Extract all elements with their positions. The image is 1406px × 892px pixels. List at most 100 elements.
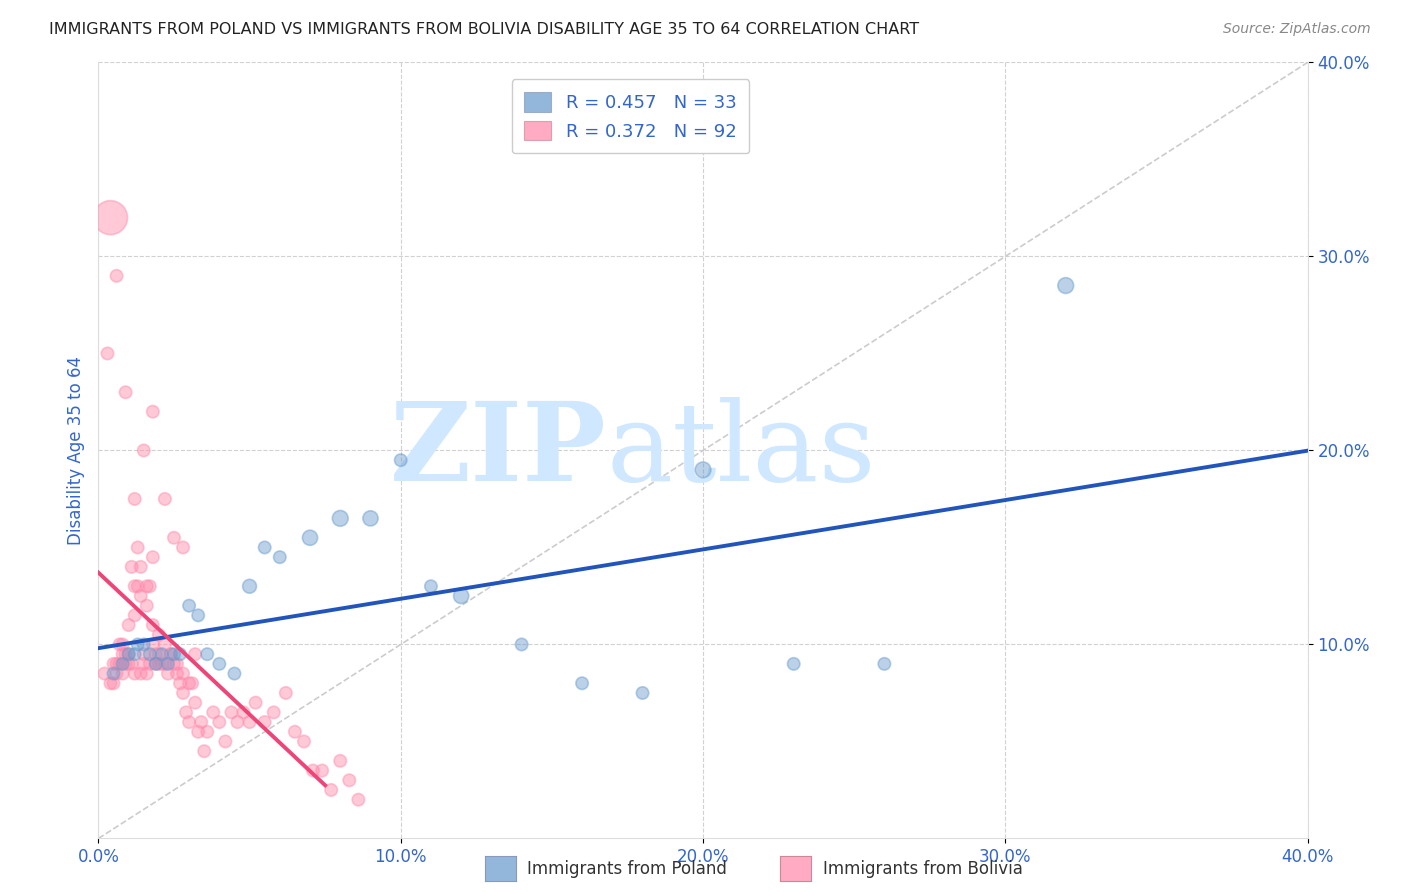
Point — [187, 608, 209, 623]
Point — [124, 666, 146, 681]
Text: atlas: atlas — [606, 397, 876, 504]
Point — [166, 666, 188, 681]
Point — [103, 666, 125, 681]
Point — [132, 443, 155, 458]
Point — [139, 579, 162, 593]
Point — [148, 628, 170, 642]
Point — [311, 764, 333, 778]
Point — [214, 734, 236, 748]
Point — [292, 734, 315, 748]
Point — [127, 637, 149, 651]
Point — [105, 268, 128, 283]
Point — [114, 385, 136, 400]
Point — [208, 715, 231, 730]
Point — [150, 647, 173, 661]
Point — [145, 647, 167, 661]
Point — [169, 647, 191, 661]
Point — [172, 666, 194, 681]
Point — [245, 696, 267, 710]
Point — [156, 666, 179, 681]
Point — [193, 744, 215, 758]
Point — [118, 657, 141, 671]
Point — [132, 637, 155, 651]
Point — [111, 637, 134, 651]
Point — [187, 724, 209, 739]
Point — [195, 647, 218, 661]
Point — [145, 657, 167, 671]
Point — [221, 706, 243, 720]
Point — [100, 211, 122, 225]
Text: ZIP: ZIP — [389, 397, 606, 504]
Text: Immigrants from Poland: Immigrants from Poland — [527, 860, 727, 878]
Point — [150, 657, 173, 671]
Point — [571, 676, 593, 690]
Point — [184, 696, 207, 710]
Point — [232, 706, 254, 720]
Point — [142, 550, 165, 565]
Point — [124, 579, 146, 593]
Point — [195, 724, 218, 739]
Point — [108, 657, 131, 671]
Point — [269, 550, 291, 565]
Point — [253, 541, 276, 555]
Point — [181, 676, 204, 690]
Point — [253, 715, 276, 730]
Point — [121, 657, 143, 671]
Point — [274, 686, 297, 700]
Y-axis label: Disability Age 35 to 64: Disability Age 35 to 64 — [66, 356, 84, 545]
Point — [129, 560, 152, 574]
Point — [263, 706, 285, 720]
Point — [347, 793, 370, 807]
Point — [153, 637, 176, 651]
Point — [184, 647, 207, 661]
Point — [142, 637, 165, 651]
Point — [163, 657, 186, 671]
Point — [172, 541, 194, 555]
Point — [389, 453, 412, 467]
Point — [360, 511, 382, 525]
Text: Immigrants from Bolivia: Immigrants from Bolivia — [823, 860, 1022, 878]
Point — [124, 647, 146, 661]
Point — [111, 657, 134, 671]
Point — [179, 599, 201, 613]
Point — [1054, 278, 1077, 293]
Point — [118, 618, 141, 632]
Point — [450, 589, 472, 603]
Point — [93, 666, 115, 681]
Point — [118, 647, 141, 661]
Point — [420, 579, 443, 593]
Point — [153, 491, 176, 506]
Point — [873, 657, 896, 671]
Point — [631, 686, 654, 700]
Point — [118, 647, 141, 661]
Point — [103, 657, 125, 671]
Point — [114, 647, 136, 661]
Point — [132, 647, 155, 661]
Point — [239, 579, 262, 593]
Point — [114, 657, 136, 671]
Point — [190, 715, 212, 730]
Point — [127, 579, 149, 593]
Point — [329, 754, 352, 768]
Point — [142, 405, 165, 419]
Legend: R = 0.457   N = 33, R = 0.372   N = 92: R = 0.457 N = 33, R = 0.372 N = 92 — [512, 79, 749, 153]
Point — [329, 511, 352, 525]
Point — [239, 715, 262, 730]
Text: Source: ZipAtlas.com: Source: ZipAtlas.com — [1223, 22, 1371, 37]
Point — [105, 666, 128, 681]
Point — [510, 637, 533, 651]
Point — [163, 531, 186, 545]
Point — [166, 657, 188, 671]
Point — [139, 657, 162, 671]
Point — [124, 491, 146, 506]
Point — [105, 657, 128, 671]
Point — [139, 647, 162, 661]
Point — [163, 647, 186, 661]
Point — [692, 463, 714, 477]
Point — [156, 657, 179, 671]
Point — [202, 706, 225, 720]
Point — [169, 676, 191, 690]
Point — [302, 764, 325, 778]
Point — [121, 560, 143, 574]
Point — [111, 647, 134, 661]
